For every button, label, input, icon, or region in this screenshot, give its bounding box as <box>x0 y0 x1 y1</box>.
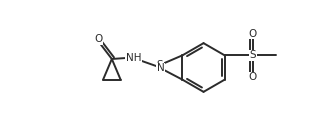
Text: N: N <box>157 63 165 73</box>
Text: S: S <box>157 60 163 70</box>
Text: O: O <box>248 72 257 82</box>
Text: O: O <box>248 28 257 38</box>
Text: S: S <box>249 50 256 60</box>
Text: O: O <box>94 34 103 44</box>
Text: NH: NH <box>126 53 142 63</box>
